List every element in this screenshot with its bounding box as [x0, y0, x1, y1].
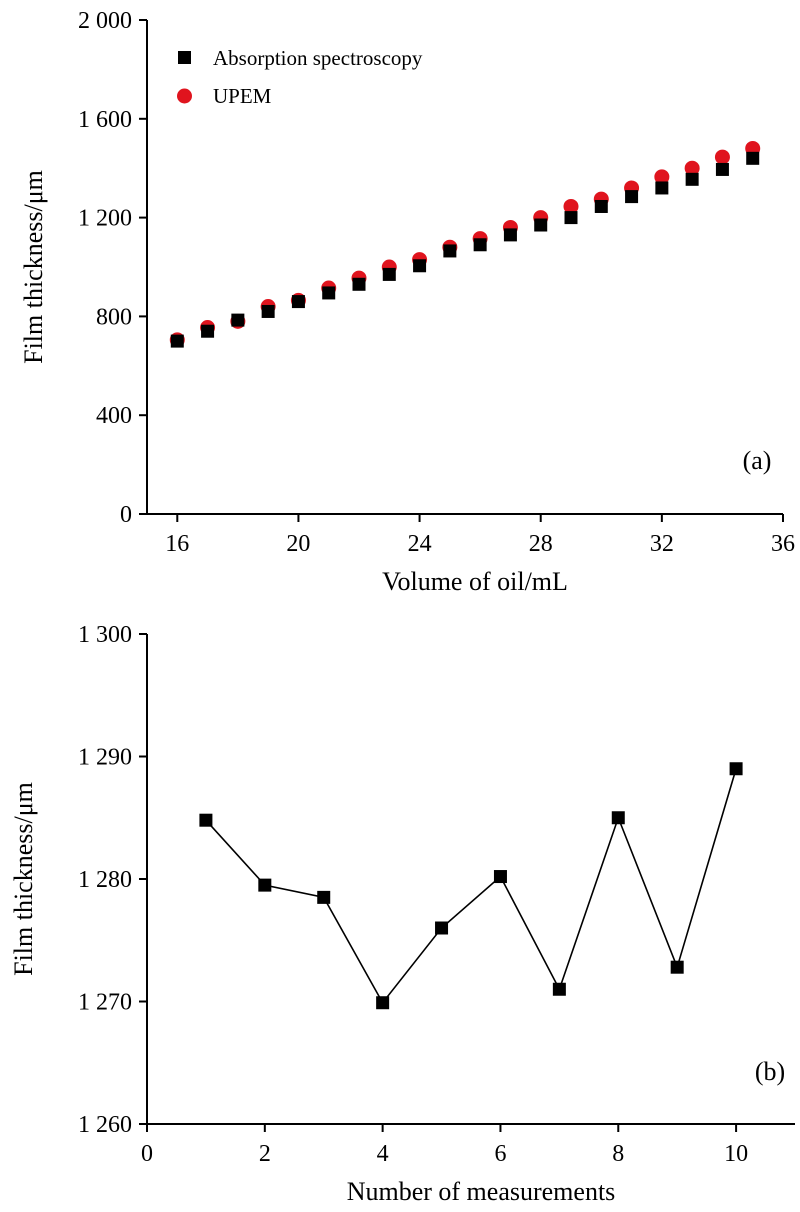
- legend: Absorption spectroscopy UPEM: [177, 46, 423, 108]
- y-axis-label: Film thickness/μm: [19, 170, 48, 364]
- data-point-upem: [714, 149, 730, 165]
- data-point-absorption: [473, 238, 487, 252]
- data-point-absorption: [413, 259, 427, 273]
- data-point: [729, 762, 743, 776]
- legend-marker-absorption: [178, 51, 191, 64]
- data-point-absorption: [352, 277, 366, 291]
- panel-label: (a): [743, 446, 772, 475]
- data-point: [199, 813, 213, 827]
- data-point-absorption: [715, 162, 729, 176]
- y-tick-label: 1 300: [78, 622, 132, 648]
- x-tick-label: 4: [377, 1141, 389, 1167]
- data-point-absorption: [261, 304, 275, 318]
- y-tick-label: 1 260: [78, 1112, 132, 1138]
- data-point: [493, 870, 507, 884]
- x-tick-label: 24: [408, 531, 432, 557]
- data-point-absorption: [170, 334, 184, 348]
- y-axis-label: Film thickness/μm: [9, 782, 38, 976]
- data-point-absorption: [564, 211, 578, 225]
- data-point: [611, 811, 625, 825]
- x-axis-label: Volume of oil/mL: [382, 567, 568, 596]
- x-tick-label: 32: [650, 531, 674, 557]
- series-line: [205, 768, 737, 1005]
- x-tick-label: 36: [771, 531, 795, 557]
- data-point-absorption: [201, 324, 215, 338]
- x-tick-label: 2: [259, 1141, 271, 1167]
- chart-panel-a: 0 400 800 1 200 1 600 2 000 16 20 24 28 32 36 Film t…: [19, 8, 795, 596]
- legend-label-absorption: Absorption spectroscopy: [213, 46, 423, 70]
- y-tick-label: 1 200: [78, 206, 132, 232]
- data-point-absorption: [685, 172, 699, 186]
- data-point: [317, 890, 331, 904]
- y-tick-label: 1 290: [78, 745, 132, 771]
- data-point-upem: [654, 169, 670, 185]
- x-tick-label: 8: [612, 1141, 624, 1167]
- data-point: [376, 996, 390, 1010]
- data-point-absorption: [503, 228, 517, 242]
- legend-label-upem: UPEM: [213, 84, 272, 108]
- data-point-absorption: [655, 181, 669, 195]
- data-point-absorption: [382, 267, 396, 281]
- y-tick-label: 1 270: [78, 990, 132, 1016]
- y-tick-label: 1 600: [78, 107, 132, 133]
- data-point-absorption: [443, 244, 457, 258]
- x-tick-label: 10: [724, 1141, 748, 1167]
- x-tick-label: 28: [529, 531, 553, 557]
- data-point-absorption: [231, 313, 245, 327]
- chart-panel-b: 1 260 1 270 1 280 1 290 1 300 0 2 4 6 8 10 Film thi…: [9, 622, 795, 1206]
- data-point-absorption: [625, 190, 639, 204]
- data-point: [258, 878, 272, 892]
- x-tick-label: 16: [165, 531, 189, 557]
- data-point-absorption: [746, 151, 760, 165]
- panel-label: (b): [755, 1057, 785, 1086]
- x-tick-label: 20: [286, 531, 310, 557]
- data-point-upem: [563, 198, 579, 214]
- data-point-upem: [684, 160, 700, 176]
- data-point: [670, 960, 684, 974]
- x-axis-label: Number of measurements: [347, 1177, 616, 1206]
- data-point-absorption: [594, 199, 608, 213]
- data-point-absorption: [322, 286, 336, 300]
- x-tick-label: 0: [141, 1141, 153, 1167]
- y-tick-label: 2 000: [78, 8, 132, 34]
- data-point: [552, 982, 566, 996]
- y-tick-label: 400: [96, 403, 132, 429]
- data-point: [435, 921, 449, 935]
- y-tick-label: 800: [96, 304, 132, 330]
- y-tick-label: 1 280: [78, 867, 132, 893]
- y-tick-label: 0: [120, 502, 132, 528]
- data-point-absorption: [291, 295, 305, 309]
- legend-marker-upem: [177, 88, 192, 104]
- data-point-absorption: [534, 218, 548, 232]
- x-tick-label: 6: [494, 1141, 506, 1167]
